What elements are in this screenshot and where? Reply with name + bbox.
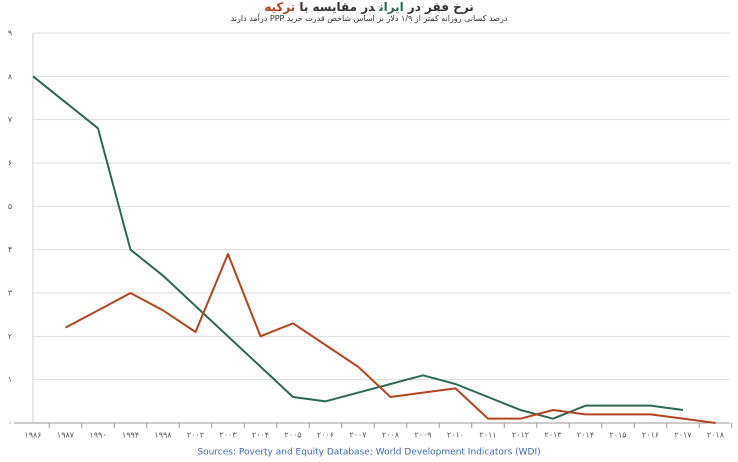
x-tick-label: ۲۰۰۴ — [252, 431, 269, 440]
x-tick-label: ۱۹۹۴ — [122, 431, 139, 440]
x-tick-label: ۲۰۱۵ — [609, 431, 626, 440]
x-tick-label: ۲۰۱۸ — [707, 431, 725, 440]
x-tick-label: ۲۰۱۴ — [577, 431, 594, 440]
x-tick-label: ۲۰۱۳ — [544, 431, 562, 440]
x-tick-label: ۲۰۱۷ — [674, 431, 692, 440]
title-part: نرخ فقر در — [407, 0, 474, 14]
y-tick-label: ۲ — [8, 332, 12, 341]
y-tick-label: ۹ — [8, 29, 12, 38]
x-tick-label: ۱۹۸۶ — [24, 431, 41, 440]
y-tick-label: ۵ — [8, 202, 12, 211]
x-tick-label: ۲۰۱۲ — [512, 431, 529, 440]
series-line — [32, 75, 684, 420]
x-tick-label: ۲۰۰۶ — [317, 431, 334, 440]
series-line — [65, 253, 716, 424]
legend-entry: ایران — [379, 0, 404, 14]
x-tick-label: ۲۰۰۲ — [187, 431, 204, 440]
x-tick-label: ۲۰۰۳ — [219, 431, 237, 440]
x-tick-label: ۱۹۹۰ — [89, 431, 106, 440]
y-tick-label: ۷ — [8, 115, 13, 124]
subtitle: درصد کسانی روزانه کمتر از ۱/۹ دلار بر اس… — [230, 14, 508, 23]
y-tick-label: ۳ — [8, 289, 13, 298]
x-tick-label: ۲۰۰۸ — [382, 431, 400, 440]
x-tick-label: ۲۰۱۱ — [479, 431, 496, 440]
legend-entry: ترکیه — [264, 0, 296, 14]
y-tick-label: ۱ — [8, 375, 12, 384]
x-tick-label: ۲۰۱۶ — [642, 431, 659, 440]
title-part: در مقایسه با — [299, 0, 376, 14]
x-tick-label: ۲۰۱۰ — [447, 431, 464, 440]
y-tick-label: ۸ — [8, 72, 13, 81]
source: Sources: Poverty and Equity Database; Wo… — [197, 448, 540, 458]
x-tick-label: ۲۰۰۷ — [349, 431, 367, 440]
y-tick-label: ۰ — [8, 419, 12, 428]
x-tick-label: ۱۹۸۷ — [57, 431, 75, 440]
x-tick-label: ۱۹۹۸ — [154, 431, 172, 440]
x-tick-label: ۲۰۰۹ — [414, 431, 431, 440]
chart-title: نرخ فقر درایراندر مقایسه باترکیه — [0, 0, 738, 14]
x-tick-label: ۲۰۰۵ — [284, 431, 301, 440]
y-tick-label: ۴ — [8, 245, 12, 254]
y-tick-label: ۶ — [8, 159, 12, 168]
